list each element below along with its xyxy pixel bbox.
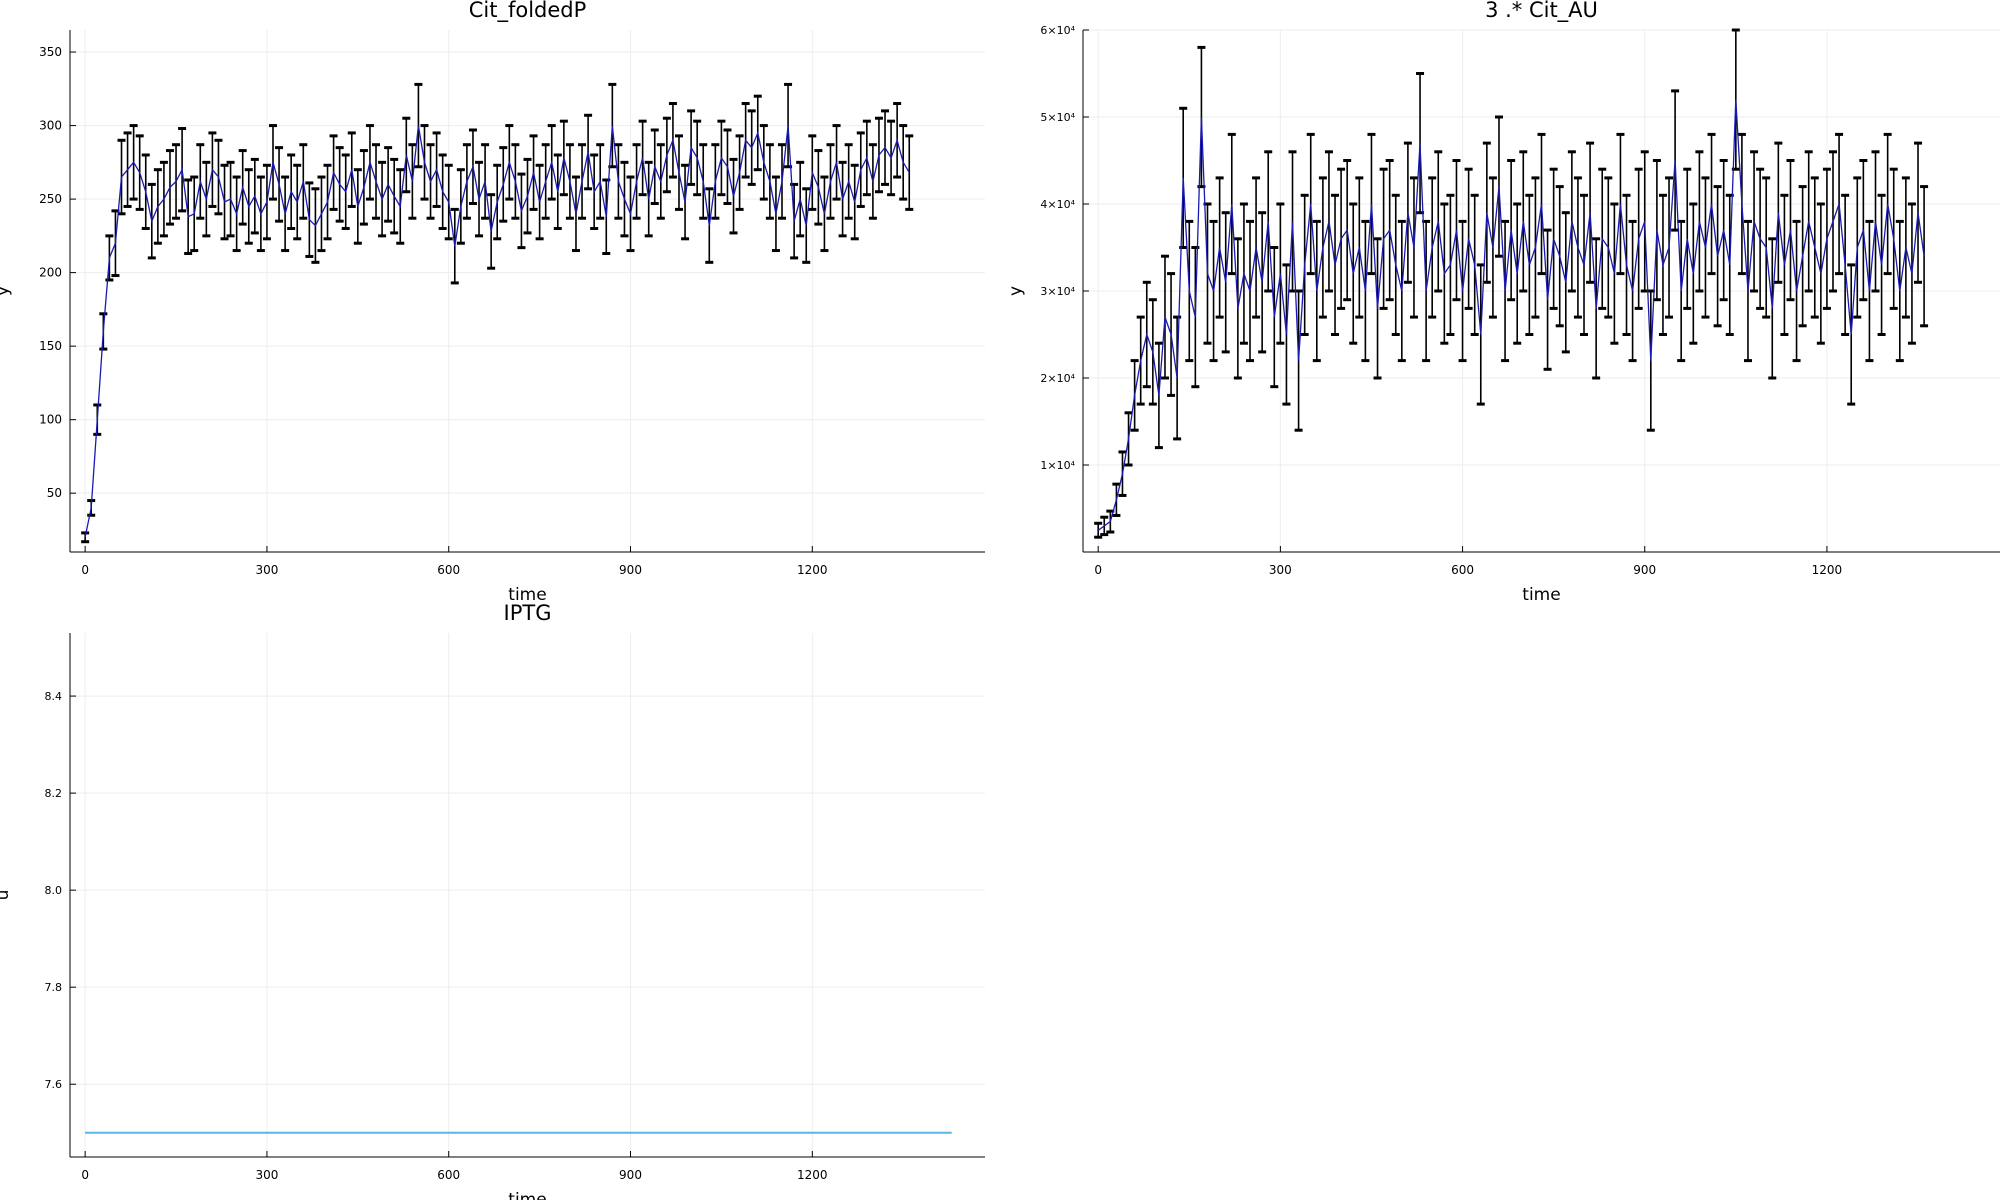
x-tick-label: 900 [619,563,642,577]
chart-title: Cit_foldedP [469,0,587,23]
gridlines [1083,29,2000,552]
y-tick-label: 150 [39,339,62,353]
x-tick-label: 1200 [797,1168,828,1182]
y-tick-label: 7.8 [45,981,63,994]
y-axis-label: y [0,286,13,296]
series-line [84,125,910,538]
y-tick-label: 8.2 [45,787,63,800]
y-tick-label: 5×10⁴ [1040,111,1075,124]
error-bars [1094,28,1929,539]
y-tick-label: 300 [39,119,62,133]
y-tick-label: 6×10⁴ [1040,24,1075,37]
x-tick-label: 300 [1269,563,1292,577]
x-tick-label: 1200 [1812,563,1843,577]
x-tick-label: 600 [437,563,460,577]
error-bars [81,82,914,544]
y-tick-label: 50 [47,486,62,500]
y-tick-label: 100 [39,413,62,427]
chart-title: 3 .* Cit_AU [1485,0,1598,23]
x-axis-label: time [1522,585,1560,605]
y-tick-label: 350 [39,45,62,59]
x-tick-label: 300 [255,1168,278,1182]
x-tick-label: 600 [1451,563,1474,577]
x-tick-label: 900 [619,1168,642,1182]
x-tick-label: 600 [437,1168,460,1182]
x-axis-label: time [508,585,546,605]
y-tick-label: 8.4 [45,690,63,703]
y-tick-label: 3×10⁴ [1040,285,1075,298]
chart-panel-2: 0 300 600 900 1200 1×10⁴ 2×10⁴ 3×10⁴ 4×10⁴ 5×10⁴ 6… [1006,0,2000,605]
y-axis-label: u [0,890,13,901]
x-tick-label: 900 [1633,563,1656,577]
chart-panel-3: 0 300 600 900 1200 7.6 7.8 8.0 8.2 8.4 IPTG time u [0,601,985,1200]
y-tick-label: 2×10⁴ [1040,372,1075,385]
chart-title: IPTG [504,601,552,625]
y-tick-label: 7.6 [45,1078,63,1091]
y-tick-label: 250 [39,192,62,206]
x-tick-label: 1200 [797,563,828,577]
x-axis-label: time [508,1190,546,1200]
gridlines [70,30,985,552]
x-tick-label: 0 [81,563,89,577]
gridlines [70,633,985,1157]
chart-panel-1: 0 300 600 900 1200 50 100 150 200 250 300 350 Cit_fo… [0,0,985,605]
y-tick-label: 4×10⁴ [1040,198,1075,211]
y-axis-label: y [1006,286,1026,296]
y-tick-label: 200 [39,266,62,280]
x-tick-label: 0 [1094,563,1102,577]
x-tick-label: 0 [81,1168,89,1182]
series-line [1097,99,1925,531]
y-tick-label: 1×10⁴ [1040,459,1075,472]
x-tick-label: 300 [255,563,278,577]
y-tick-label: 8.0 [45,884,63,897]
